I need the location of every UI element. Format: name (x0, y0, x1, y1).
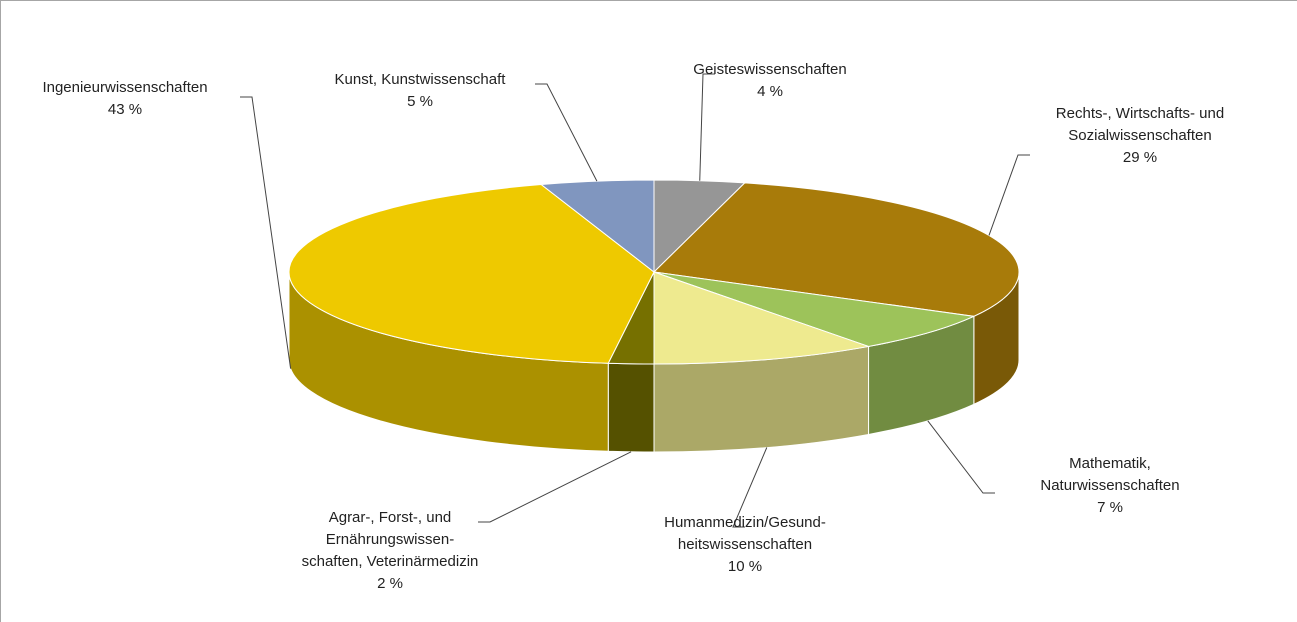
category-label: Kunst, Kunstwissenschaft (335, 71, 507, 88)
category-label: Ingenieurwissenschaften (42, 79, 207, 96)
category-label: Agrar-, Forst-, und Ernährungswissen-scha… (302, 509, 479, 570)
value-label: 4 % (757, 83, 783, 100)
value-label: 29 % (1123, 149, 1157, 166)
leader-line (732, 447, 768, 528)
category-label: Mathematik, Naturwissenschaften (1040, 455, 1179, 494)
category-label: Humanmedizin/Gesund-heitswissenschaften (664, 514, 826, 553)
leader-line (535, 83, 598, 182)
value-label: 7 % (1097, 499, 1123, 516)
category-label: Rechts-, Wirtschafts- und Sozialwissensch… (1056, 105, 1224, 144)
slice-side (607, 362, 655, 453)
slice (288, 183, 655, 364)
value-label: 2 % (377, 575, 403, 592)
slice (539, 179, 655, 274)
value-label: 43 % (108, 101, 142, 118)
value-label: 10 % (728, 558, 762, 575)
slice (653, 271, 871, 365)
leader-line (240, 96, 292, 369)
leader-line (988, 154, 1030, 236)
leader-line (478, 451, 632, 523)
leader-line (699, 73, 715, 181)
slice (653, 271, 976, 347)
category-label: Geisteswissenschaften (693, 61, 846, 78)
value-label: 5 % (407, 93, 433, 110)
leader-line (927, 420, 995, 494)
